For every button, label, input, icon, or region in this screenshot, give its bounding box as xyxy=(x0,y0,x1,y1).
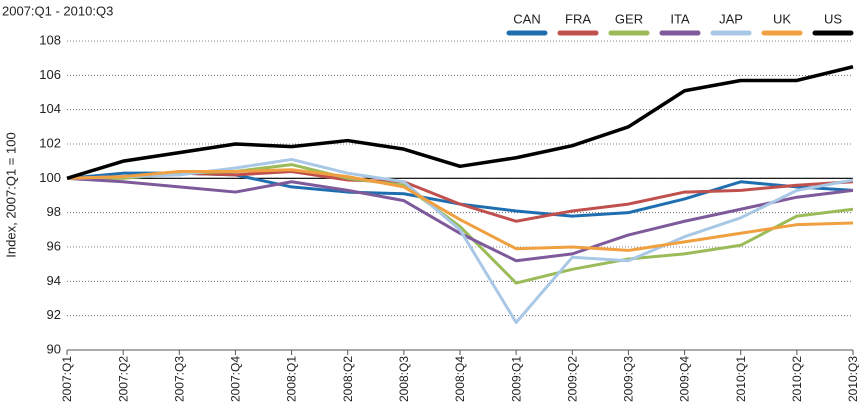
x-tick-label: 2009:Q2 xyxy=(565,356,579,402)
legend-label: JAP xyxy=(719,11,743,26)
x-tick-label: 2008:Q2 xyxy=(341,356,355,402)
y-tick-label: 94 xyxy=(47,273,61,288)
x-tick-label: 2010:Q3 xyxy=(846,356,859,402)
x-tick-label: 2007:Q2 xyxy=(116,356,130,402)
x-tick-label: 2009:Q4 xyxy=(678,356,692,402)
y-tick-label: 102 xyxy=(39,135,61,150)
x-tick-label: 2008:Q1 xyxy=(285,356,299,402)
x-tick-label: 2007:Q4 xyxy=(229,356,243,402)
y-tick-label: 98 xyxy=(47,204,61,219)
x-tick-label: 2008:Q3 xyxy=(397,356,411,402)
x-tick-label: 2010:Q2 xyxy=(790,356,804,402)
y-tick-label: 100 xyxy=(39,170,61,185)
x-tick-label: 2009:Q1 xyxy=(509,356,523,402)
chart-subtitle: 2007:Q1 - 2010:Q3 xyxy=(2,3,113,18)
x-tick-label: 2007:Q1 xyxy=(60,356,74,402)
legend-label: FRA xyxy=(565,11,591,26)
y-tick-label: 96 xyxy=(47,238,61,253)
y-tick-label: 108 xyxy=(39,32,61,47)
y-tick-label: 90 xyxy=(47,341,61,356)
y-tick-label: 92 xyxy=(47,307,61,322)
x-tick-label: 2007:Q3 xyxy=(172,356,186,402)
legend-label: US xyxy=(824,11,842,26)
legend-label: UK xyxy=(773,11,791,26)
series-line xyxy=(66,176,854,263)
legend-label: ITA xyxy=(670,11,690,26)
x-tick-label: 2008:Q4 xyxy=(453,356,467,402)
legend-label: CAN xyxy=(513,11,540,26)
y-tick-label: 106 xyxy=(39,67,61,82)
series-line xyxy=(66,65,854,181)
y-axis-label: Index, 2007:Q1 = 100 xyxy=(3,132,18,257)
series-line xyxy=(66,169,854,223)
y-tick-label: 104 xyxy=(39,101,61,116)
x-tick-label: 2009:Q3 xyxy=(622,356,636,402)
x-tick-label: 2010:Q1 xyxy=(734,356,748,402)
legend-label: GER xyxy=(615,11,643,26)
series-line xyxy=(66,168,854,252)
